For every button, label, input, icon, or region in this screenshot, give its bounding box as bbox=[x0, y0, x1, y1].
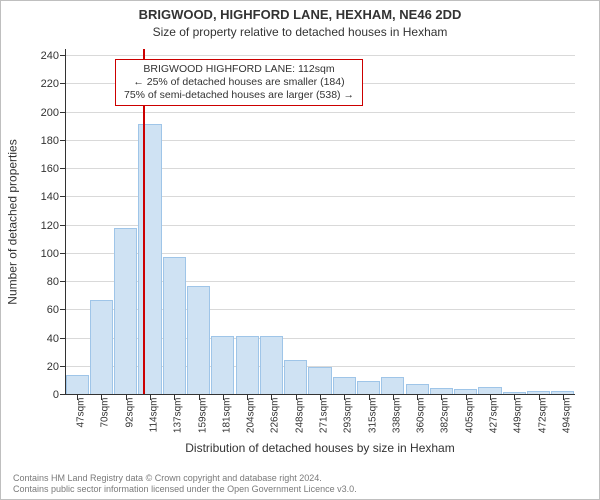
plot-area: 02040608010012014016018020022024047sqm70… bbox=[65, 49, 575, 395]
attribution-line-2: Contains public sector information licen… bbox=[13, 484, 587, 495]
histogram-bar bbox=[163, 257, 186, 395]
x-tick-label: 137sqm bbox=[173, 398, 184, 434]
y-axis-title: Number of detached properties bbox=[3, 49, 23, 395]
y-tick-label: 60 bbox=[29, 304, 59, 316]
x-tick-label: 405sqm bbox=[464, 398, 475, 434]
chart-subtitle: Size of property relative to detached ho… bbox=[1, 25, 599, 39]
title-block: BRIGWOOD, HIGHFORD LANE, HEXHAM, NE46 2D… bbox=[1, 1, 599, 39]
y-tick-label: 180 bbox=[29, 135, 59, 147]
histogram-bar bbox=[236, 336, 259, 395]
x-tick-label: 315sqm bbox=[367, 398, 378, 434]
histogram-bar bbox=[333, 377, 356, 395]
figure-container: BRIGWOOD, HIGHFORD LANE, HEXHAM, NE46 2D… bbox=[0, 0, 600, 500]
x-axis-line bbox=[65, 394, 575, 395]
x-tick-label: 248sqm bbox=[294, 398, 305, 434]
x-tick-label: 204sqm bbox=[246, 398, 257, 434]
y-tick-label: 40 bbox=[29, 333, 59, 345]
histogram-bar bbox=[357, 381, 380, 395]
x-tick-label: 271sqm bbox=[319, 398, 330, 434]
histogram-bar bbox=[66, 375, 89, 395]
annotation-box: BRIGWOOD HIGHFORD LANE: 112sqm ← 25% of … bbox=[115, 59, 363, 106]
x-tick-label: 226sqm bbox=[270, 398, 281, 434]
attribution-line-1: Contains HM Land Registry data © Crown c… bbox=[13, 473, 587, 484]
x-tick-label: 114sqm bbox=[149, 398, 160, 433]
y-tick-label: 120 bbox=[29, 220, 59, 232]
y-tick-label: 20 bbox=[29, 361, 59, 373]
histogram-bar bbox=[381, 377, 404, 395]
histogram-bar bbox=[114, 228, 137, 395]
histogram-bar bbox=[284, 360, 307, 395]
y-axis-line bbox=[65, 49, 66, 395]
attribution-text: Contains HM Land Registry data © Crown c… bbox=[13, 473, 587, 495]
y-tick-label: 0 bbox=[29, 389, 59, 401]
x-tick-label: 47sqm bbox=[76, 398, 87, 428]
annotation-line-2: ← 25% of detached houses are smaller (18… bbox=[124, 76, 354, 89]
chart-title: BRIGWOOD, HIGHFORD LANE, HEXHAM, NE46 2D… bbox=[1, 7, 599, 23]
histogram-bar bbox=[211, 336, 234, 395]
y-tick-label: 140 bbox=[29, 191, 59, 203]
histogram-bar bbox=[90, 300, 113, 395]
x-tick-label: 427sqm bbox=[489, 398, 500, 434]
y-tick-label: 240 bbox=[29, 50, 59, 62]
y-tick-label: 80 bbox=[29, 276, 59, 288]
histogram-bar bbox=[308, 367, 331, 395]
y-tick-label: 100 bbox=[29, 248, 59, 260]
x-tick-label: 159sqm bbox=[197, 398, 208, 434]
x-axis-title: Distribution of detached houses by size … bbox=[65, 441, 575, 455]
x-tick-label: 494sqm bbox=[561, 398, 572, 434]
histogram-bar bbox=[260, 336, 283, 395]
y-tick-label: 200 bbox=[29, 107, 59, 119]
annotation-line-3: 75% of semi-detached houses are larger (… bbox=[124, 89, 354, 102]
x-tick-label: 181sqm bbox=[221, 398, 232, 434]
x-tick-label: 293sqm bbox=[343, 398, 354, 434]
x-tick-label: 472sqm bbox=[537, 398, 548, 434]
x-tick-label: 338sqm bbox=[391, 398, 402, 434]
x-tick-label: 449sqm bbox=[513, 398, 524, 434]
x-tick-label: 92sqm bbox=[124, 398, 135, 428]
y-tick-label: 160 bbox=[29, 163, 59, 175]
x-tick-label: 70sqm bbox=[100, 398, 111, 428]
histogram-bar bbox=[187, 286, 210, 395]
y-tick-label: 220 bbox=[29, 78, 59, 90]
annotation-line-1: BRIGWOOD HIGHFORD LANE: 112sqm bbox=[124, 63, 354, 76]
x-tick-label: 360sqm bbox=[416, 398, 427, 434]
x-tick-label: 382sqm bbox=[440, 398, 451, 434]
